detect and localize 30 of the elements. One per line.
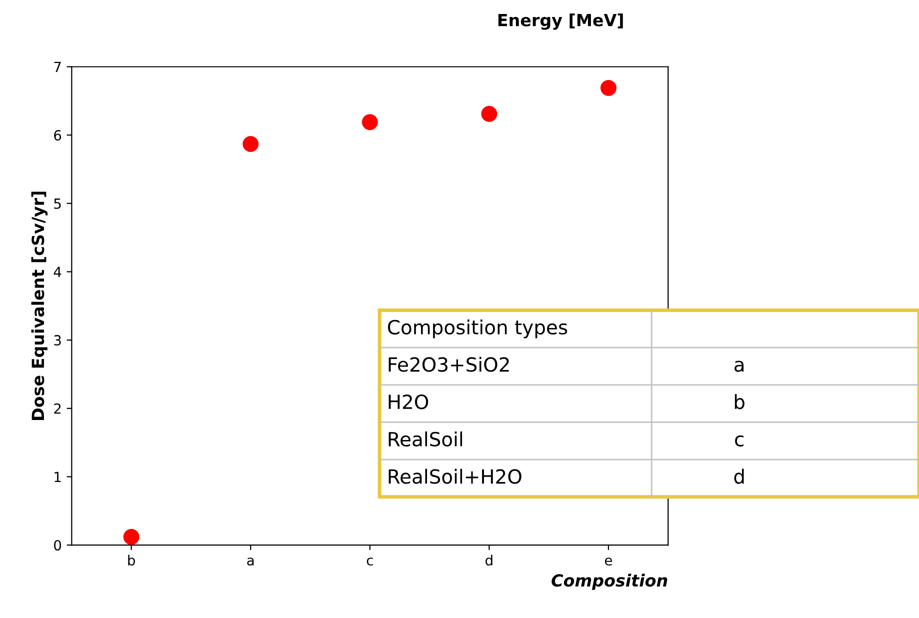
annotation: Fe2O3+SiO2: [388, 356, 509, 372]
annotation: RealSoil+H2O: [388, 468, 522, 484]
y-tick-label: 3: [54, 335, 61, 346]
point: [600, 80, 616, 96]
y-tick-label: 2: [54, 403, 61, 414]
x-tick-label: e: [604, 558, 612, 566]
x-tick-label: d: [486, 554, 492, 566]
y-tick-label: 0: [54, 540, 62, 551]
point: [123, 528, 140, 545]
annotation: Composition types: [388, 319, 568, 338]
x-tick-label: c: [366, 558, 373, 566]
y-axis-title: Dose Equivalent [cSv/yr]: [31, 192, 48, 420]
point: [362, 114, 378, 130]
point: [242, 136, 259, 152]
text: a: [734, 360, 744, 372]
text: d: [734, 468, 744, 484]
x-axis-title: Composition: [552, 574, 668, 590]
chart-title: Energy [MeV]: [498, 14, 623, 30]
annotation: RealSoil: [388, 431, 462, 447]
y-tick-label: 6: [54, 130, 62, 141]
y-tick-label: 5: [54, 198, 61, 209]
point: [481, 106, 498, 122]
annotation: H2O: [388, 394, 428, 410]
y-tick-label: 7: [54, 62, 61, 72]
x-tick-label: a: [247, 558, 254, 566]
y-tick-label: 4: [54, 266, 62, 278]
text: c: [735, 435, 744, 447]
text: b: [734, 394, 744, 410]
y-tick-label: 1: [54, 472, 61, 482]
x-tick-label: b: [128, 554, 135, 566]
